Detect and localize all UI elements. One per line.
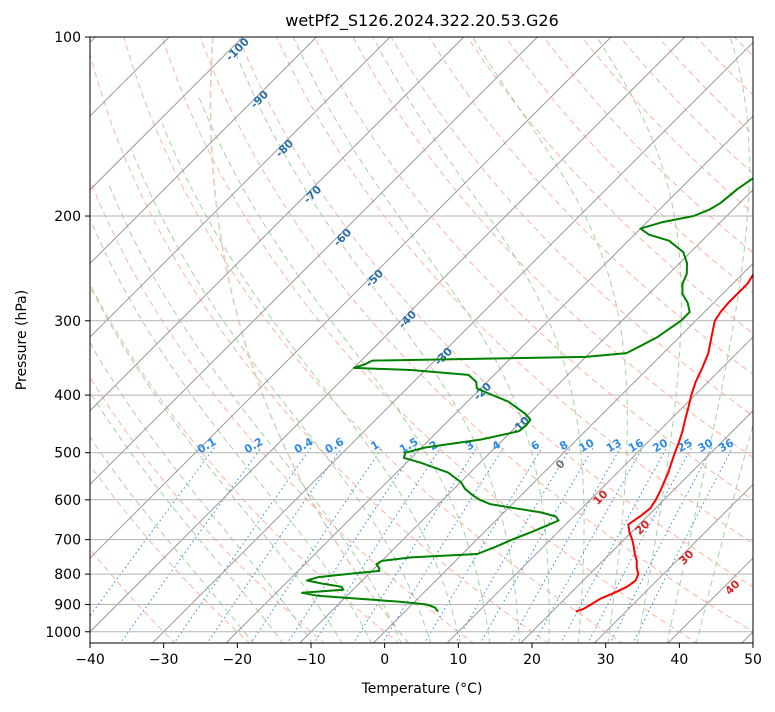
- isotherm-label: -90: [248, 88, 271, 111]
- y-tick-label: 400: [54, 388, 81, 404]
- isotherm-label: -30: [432, 345, 455, 368]
- mixing-ratio-line: [119, 448, 261, 645]
- x-tick-label: 10: [449, 652, 467, 668]
- mixing-ratio-line: [250, 448, 382, 645]
- y-tick-label: 700: [54, 533, 81, 549]
- isotherm-label: 10: [591, 487, 611, 507]
- dry-adiabat-line: [10, 37, 401, 644]
- moist-adiabat-line: [667, 37, 750, 644]
- dry-adiabat-line: [696, 37, 775, 644]
- mixing-ratio-line: [587, 448, 691, 645]
- dry-adiabat-line: [506, 37, 775, 644]
- isotherm-line: [372, 37, 775, 644]
- dry-adiabat-line: [315, 37, 775, 644]
- isotherm-label: 30: [677, 547, 697, 567]
- moist-adiabat-line: [5, 279, 254, 645]
- chart-title: wetPf2_S126.2024.322.20.53.G26: [285, 11, 559, 31]
- moist-adiabat-line: [41, 241, 314, 645]
- moist-adiabat-line: [294, 37, 550, 644]
- mixing-ratio-line: [510, 448, 621, 645]
- moist-adiabat-line: [198, 95, 490, 645]
- isotherm-line: [4, 37, 611, 644]
- isotherm-line: [77, 37, 684, 644]
- moist-adiabat-line: [696, 37, 775, 644]
- isotherm-line: [0, 37, 537, 644]
- y-tick-label: 600: [54, 493, 81, 509]
- x-tick-label: −10: [296, 652, 326, 668]
- isotherm-label: -50: [363, 267, 386, 290]
- dry-adiabat-line: [238, 37, 775, 644]
- mixing-ratio-line: [353, 448, 477, 645]
- grid-lines: [0, 37, 775, 644]
- dry-adiabat-line: [467, 37, 775, 644]
- isotherm-line: [740, 37, 775, 644]
- dry-adiabat-line: [48, 37, 475, 644]
- x-axis-label: Temperature (°C): [361, 681, 483, 697]
- isotherm-label: -70: [301, 183, 324, 206]
- mixing-ratio-label: 8: [557, 438, 570, 453]
- dry-adiabat-line: [0, 37, 326, 644]
- isotherm-label: -60: [331, 226, 354, 249]
- isotherm-label: 0: [553, 457, 568, 472]
- mixing-ratio-label: 1: [369, 438, 382, 453]
- mixing-ratio-line: [173, 448, 311, 645]
- y-tick-label: 100: [54, 30, 81, 46]
- dewpoint-profile-line: [302, 37, 775, 612]
- dry-adiabat-line: [620, 37, 775, 644]
- x-tick-label: −30: [149, 652, 179, 668]
- background-lines: [0, 37, 775, 644]
- y-tick-label: 900: [54, 598, 81, 614]
- y-tick-label: 1000: [45, 625, 81, 641]
- isotherm-line: [151, 37, 758, 644]
- mixing-ratio-line: [206, 448, 342, 645]
- moist-adiabat-line: [597, 37, 682, 644]
- y-axis-label: Pressure (hPa): [14, 290, 30, 390]
- isotherm-label: -40: [396, 308, 419, 331]
- x-tick-label: 30: [597, 652, 615, 668]
- x-tick-label: 0: [380, 652, 389, 668]
- mixing-ratio-line: [534, 448, 643, 645]
- x-tick-label: 50: [744, 652, 762, 668]
- y-tick-label: 500: [54, 446, 81, 462]
- x-tick-label: −40: [75, 652, 105, 668]
- isotherm-line: [0, 37, 464, 644]
- mixing-ratio-line: [424, 448, 543, 645]
- x-tick-label: −20: [223, 652, 253, 668]
- y-tick-label: 200: [54, 209, 81, 225]
- mixing-ratio-line: [382, 448, 504, 645]
- mixing-ratio-line: [69, 448, 214, 645]
- profiles: [302, 37, 775, 612]
- y-tick-label: 300: [54, 314, 81, 330]
- dry-adiabat-line: [0, 37, 251, 644]
- isotherm-label: 40: [723, 577, 743, 597]
- isotherm-line: [0, 37, 316, 644]
- mixing-ratio-line: [455, 448, 571, 645]
- mixing-ratio-line: [633, 448, 733, 645]
- y-tick-label: 800: [54, 567, 81, 583]
- isotherm-line: [0, 37, 390, 644]
- moist-adiabat-line: [473, 37, 628, 644]
- x-tick-label: 20: [523, 652, 541, 668]
- x-tick-label: 40: [670, 652, 688, 668]
